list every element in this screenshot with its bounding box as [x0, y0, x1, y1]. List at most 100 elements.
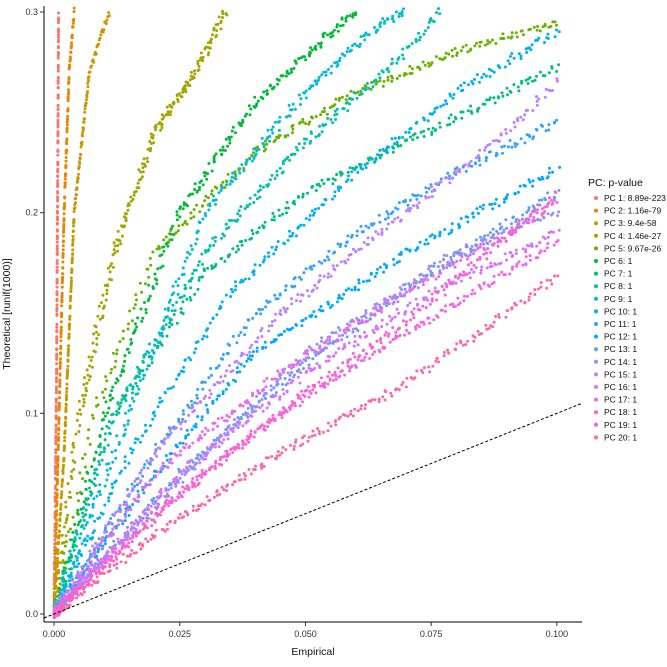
data-point	[73, 523, 77, 526]
data-point	[117, 441, 121, 444]
data-point	[57, 416, 61, 420]
data-point	[133, 441, 137, 445]
data-point	[276, 297, 280, 301]
data-point	[256, 145, 260, 149]
data-point	[320, 261, 324, 265]
data-point	[264, 385, 268, 389]
data-point	[90, 583, 94, 587]
data-point	[145, 367, 149, 371]
data-point	[385, 227, 389, 231]
data-point	[72, 6, 76, 10]
data-point	[206, 41, 210, 45]
data-point	[139, 170, 143, 174]
data-point	[556, 214, 560, 218]
data-point	[80, 492, 84, 496]
data-point	[555, 77, 559, 81]
data-point	[95, 545, 99, 549]
data-point	[112, 241, 116, 245]
data-point	[197, 481, 201, 485]
data-point	[177, 277, 181, 281]
data-point	[90, 355, 94, 359]
data-point	[365, 334, 369, 338]
data-point	[504, 128, 508, 131]
data-point	[261, 185, 265, 189]
data-point	[356, 358, 360, 362]
data-point	[158, 400, 162, 404]
data-point	[367, 226, 371, 230]
data-point	[474, 266, 478, 270]
data-point	[244, 411, 248, 415]
data-point	[196, 62, 200, 66]
data-point	[104, 22, 108, 26]
data-point	[460, 116, 464, 120]
data-point	[96, 543, 99, 547]
data-point	[492, 96, 496, 100]
data-point	[447, 52, 451, 56]
data-point	[278, 410, 282, 414]
data-point	[431, 126, 435, 130]
data-point	[55, 347, 59, 351]
data-point	[67, 76, 71, 80]
data-point	[539, 123, 543, 127]
data-point	[241, 404, 245, 408]
data-point	[522, 33, 525, 37]
data-point	[156, 505, 160, 509]
data-point	[363, 355, 367, 359]
data-point	[238, 214, 242, 218]
data-point	[65, 123, 69, 127]
data-point	[453, 170, 457, 174]
data-point	[209, 367, 213, 370]
data-point	[263, 220, 267, 224]
data-point	[120, 547, 124, 551]
data-point	[521, 263, 525, 267]
data-point	[56, 204, 60, 208]
data-point	[304, 58, 308, 62]
data-point	[218, 381, 222, 385]
data-point	[495, 236, 499, 240]
data-point	[256, 99, 260, 103]
data-point	[235, 366, 239, 370]
data-point	[328, 338, 331, 342]
data-point	[86, 559, 90, 563]
data-point	[72, 224, 75, 228]
data-point	[174, 453, 178, 457]
data-point	[237, 446, 241, 450]
data-point	[112, 559, 115, 563]
data-point	[54, 427, 58, 431]
data-point	[235, 341, 239, 345]
data-point	[149, 146, 153, 150]
data-point	[56, 470, 60, 473]
data-point	[121, 329, 125, 333]
data-point	[147, 508, 151, 512]
data-point	[71, 242, 75, 246]
data-point	[68, 299, 72, 303]
data-point	[156, 496, 160, 500]
data-point	[557, 30, 561, 34]
data-point	[474, 162, 478, 166]
data-point	[365, 279, 369, 283]
data-point	[251, 316, 255, 320]
data-point	[387, 70, 391, 74]
data-point	[78, 424, 82, 427]
data-point	[55, 246, 59, 250]
data-point	[113, 543, 117, 547]
data-point	[110, 554, 114, 558]
data-point	[108, 270, 112, 274]
data-point	[81, 456, 85, 460]
data-point	[109, 371, 113, 375]
data-point	[373, 312, 377, 316]
data-point	[280, 416, 284, 420]
data-point	[127, 541, 131, 545]
data-point	[62, 234, 65, 238]
data-point	[494, 139, 498, 142]
data-point	[378, 156, 382, 160]
data-point	[106, 443, 110, 447]
data-point	[362, 280, 365, 284]
data-point	[434, 277, 438, 281]
data-point	[226, 382, 230, 385]
data-point	[129, 199, 133, 203]
data-point	[385, 304, 389, 308]
data-point	[223, 259, 227, 263]
data-point	[327, 249, 331, 253]
data-point	[64, 417, 68, 421]
